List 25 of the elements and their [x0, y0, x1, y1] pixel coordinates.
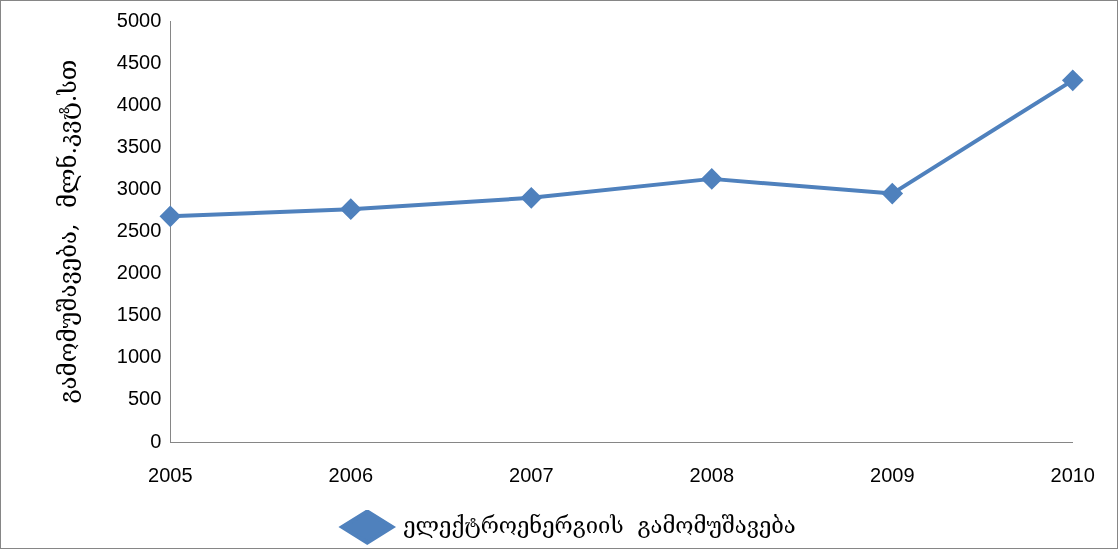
x-tick-label: 2006 — [328, 463, 374, 486]
x-tick-label: 2009 — [870, 463, 915, 486]
x-tick-label: 2008 — [689, 463, 735, 486]
y-tick-label: 5000 — [116, 8, 162, 31]
y-tick-label: 0 — [150, 429, 162, 452]
y-tick-label: 3500 — [116, 134, 162, 157]
point — [701, 168, 722, 189]
point — [882, 183, 903, 204]
legend-label: ელექტროენერგიის გამომუშავება — [403, 512, 796, 538]
y-tick-label: 2500 — [116, 219, 162, 242]
point — [1062, 70, 1083, 91]
y-tick-label: 2000 — [116, 261, 162, 284]
y-tick-label: 3000 — [116, 176, 162, 199]
x-tick-label: 2007 — [509, 463, 554, 486]
y-tick-label: 1500 — [116, 303, 162, 326]
point — [340, 199, 361, 220]
y-axis-title: გამომუშავება, მლნ.კვტ.სთ — [53, 59, 82, 404]
y-tick-label: 4500 — [116, 50, 162, 73]
y-tick-label: 1000 — [116, 345, 162, 368]
y-tick-label: 4000 — [116, 92, 162, 115]
point — [521, 187, 542, 208]
point — [160, 206, 181, 227]
y-tick-label: 500 — [127, 387, 162, 410]
x-tick-label: 2010 — [1050, 463, 1095, 486]
x-tick-label: 2005 — [148, 463, 193, 486]
